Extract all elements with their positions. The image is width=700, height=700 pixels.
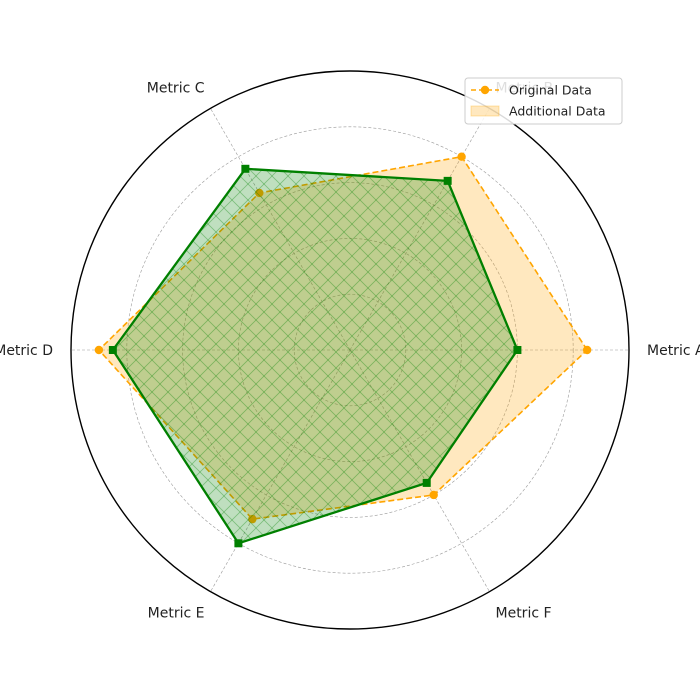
series-2-hatch — [112, 168, 518, 544]
legend-label-2: Additional Data — [509, 104, 606, 119]
series-2-point-6 — [422, 478, 431, 487]
axis-label-6: Metric F — [496, 605, 552, 621]
axis-label-1: Metric A — [647, 343, 700, 359]
axis-label-3: Metric C — [147, 81, 205, 97]
series-2-point-4 — [108, 346, 117, 354]
legend: Original Data Additional Data — [464, 77, 623, 125]
series-1-point-6 — [429, 490, 438, 500]
axis-label-5: Metric E — [148, 605, 205, 621]
series-1-point-4 — [94, 345, 104, 355]
series-2-point-1 — [513, 346, 522, 354]
series-2 — [108, 164, 522, 548]
series-2-point-2 — [443, 176, 452, 185]
series-2-point-5 — [234, 539, 243, 548]
series-1-point-2 — [457, 152, 466, 161]
axis-label-4: Metric D — [0, 343, 53, 359]
legend-swatch-2-patch — [470, 105, 500, 117]
series-1-point-1 — [582, 345, 592, 355]
series-layer — [94, 152, 592, 548]
series-2-point-3 — [241, 164, 250, 173]
legend-box — [464, 77, 623, 125]
legend-label-1: Original Data — [509, 83, 592, 98]
outer-frame — [70, 70, 630, 630]
legend-swatch-1-marker — [480, 85, 490, 95]
